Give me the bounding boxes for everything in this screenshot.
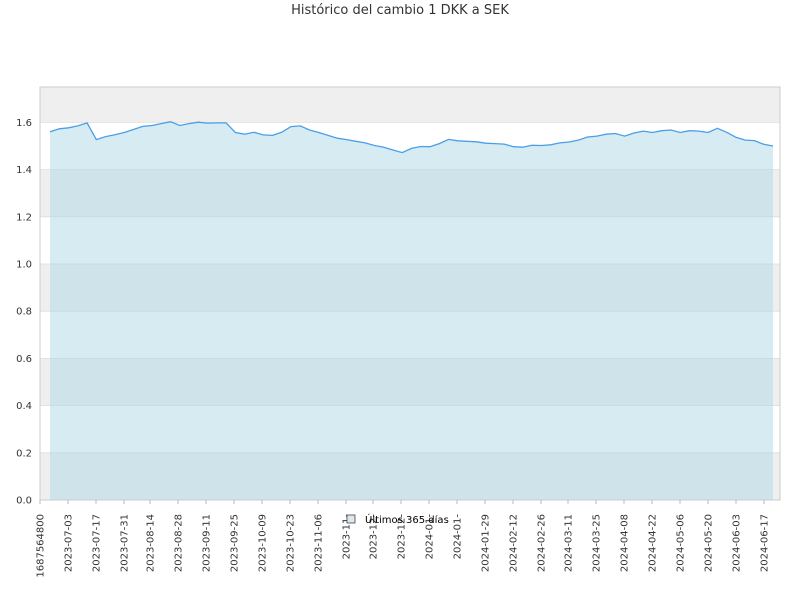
x-tick-label: 2023-10-09 [258, 514, 269, 572]
legend: Últimos 365 días [346, 513, 449, 526]
x-tick-label: 2023-08-14 [146, 514, 157, 572]
y-tick-label: 0.6 [16, 354, 32, 365]
x-tick-label: 2024-04-08 [620, 514, 631, 572]
x-tick-label: 2024-01-29 [481, 514, 492, 572]
x-tick-label: 1687564800 [36, 514, 47, 578]
x-tick-label: 2023-09-25 [230, 514, 241, 572]
legend-swatch [346, 514, 356, 524]
x-tick-label: 2024-02-12 [509, 514, 520, 572]
x-tick-label: 2023-07-17 [92, 514, 103, 572]
y-axis: 0.0 0.2 0.4 0.6 0.8 1.0 1.2 1.4 1.6 [16, 118, 32, 507]
y-tick-label: 1.2 [16, 212, 32, 223]
x-tick-label: 2023-11-06 [314, 514, 325, 572]
x-tick-label: 2023-12- [369, 514, 380, 560]
x-tick-label: 2023-08-28 [174, 514, 185, 572]
y-tick-label: 0.2 [16, 448, 32, 459]
x-tick-label: 2024-01- [425, 514, 436, 560]
x-tick-label: 2024-03-25 [592, 514, 603, 572]
y-tick-label: 1.6 [16, 118, 32, 129]
x-tick-label: 2024-04-22 [648, 514, 659, 572]
y-tick-label: 0.4 [16, 401, 32, 412]
y-tick-label: 1.0 [16, 260, 32, 271]
x-tick-label: 2024-06-17 [760, 514, 771, 572]
y-tick-label: 1.4 [16, 165, 32, 176]
x-tick-label: 2024-02-26 [537, 514, 548, 572]
plot-frame [39, 86, 781, 501]
x-tick-label: 2024-03-11 [564, 514, 575, 572]
x-tick-label: 2024-06-03 [732, 514, 743, 572]
x-axis: 1687564800 2023-07-03 2023-07-17 2023-07-31… [36, 500, 771, 578]
x-tick-label: 2024-05-06 [676, 514, 687, 572]
x-tick-label: 2024-05-20 [704, 514, 715, 572]
x-tick-label: 2023-10-23 [286, 514, 297, 572]
x-tick-label: 2023-11- [342, 514, 353, 560]
x-tick-label: 2023-07-31 [120, 514, 131, 572]
x-tick-label: 2023-09-11 [202, 514, 213, 572]
area-fill [50, 121, 773, 500]
x-tick-label: 2023-12- [397, 514, 408, 560]
chart-title: Histórico del cambio 1 DKK a SEK [291, 3, 509, 18]
y-tick-label: 0.8 [16, 307, 32, 318]
series-line [49, 121, 774, 154]
x-tick-label: 2023-07-03 [64, 514, 75, 572]
y-tick-label: 0.0 [16, 496, 32, 507]
plot-band [40, 87, 780, 123]
x-tick-label: 2024-01- [453, 514, 464, 560]
legend-label: Últimos 365 días [365, 513, 449, 526]
